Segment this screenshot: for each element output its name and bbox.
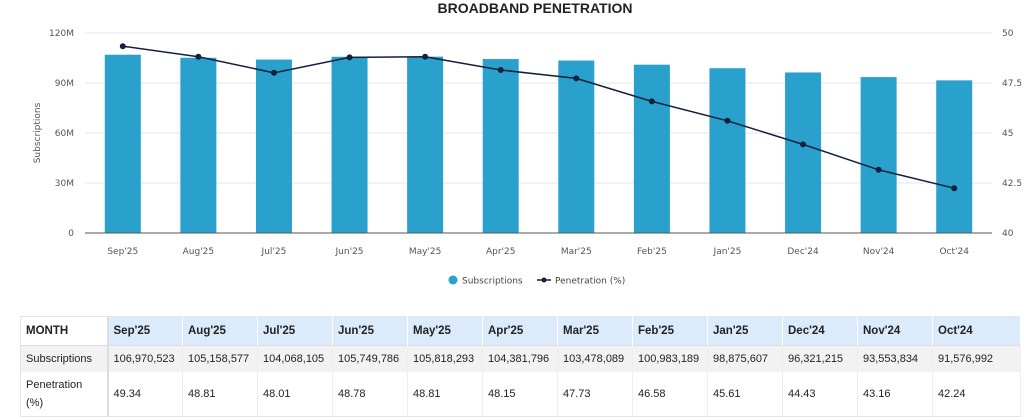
bar-subscriptions xyxy=(331,56,368,234)
point-penetration xyxy=(724,117,731,124)
x-tick-label: Nov'24 xyxy=(863,247,895,257)
subscriptions-cell: 96,321,215 xyxy=(782,345,858,372)
y2-tick-label: 42.5 xyxy=(1002,179,1022,189)
row-label-subscriptions: Subscriptions xyxy=(20,345,109,372)
line-penetration xyxy=(122,45,955,189)
point-penetration xyxy=(800,141,807,148)
bar-subscriptions xyxy=(180,57,217,234)
bar-subscriptions xyxy=(709,68,746,233)
bar-subscriptions xyxy=(633,64,670,233)
bar-subscriptions xyxy=(407,56,444,234)
subscriptions-cell: 98,875,607 xyxy=(707,345,783,372)
y-tick-label: 30M xyxy=(55,179,74,189)
x-tick-label: Dec'24 xyxy=(787,247,819,257)
y2-tick-label: 50 xyxy=(1002,29,1014,39)
x-tick-label: Apr'25 xyxy=(486,247,516,257)
point-penetration xyxy=(951,185,958,192)
bar-subscriptions xyxy=(936,80,973,234)
month-header-cell: Jul'25 xyxy=(257,316,333,346)
bar-subscriptions xyxy=(860,77,897,234)
x-tick-label: Jan'25 xyxy=(713,247,742,257)
x-tick-label: Aug'25 xyxy=(183,247,215,257)
penetration-cell: 48.81 xyxy=(407,372,483,417)
point-penetration xyxy=(573,75,580,82)
month-header-cell: Sep'25 xyxy=(107,316,183,346)
x-tick-label: May'25 xyxy=(409,247,442,257)
x-tick-label: Feb'25 xyxy=(637,247,667,257)
month-header: MONTH xyxy=(20,316,109,346)
month-header-cell: Apr'25 xyxy=(482,316,558,346)
y-tick-label: 0 xyxy=(68,229,74,239)
combo-chart: BROADBAND PENETRATION 0 40 30M 42.5 60M 45 90M… xyxy=(33,0,1022,287)
month-header-cell: Feb'25 xyxy=(632,316,708,346)
point-penetration xyxy=(422,53,429,60)
subscriptions-cell: 105,749,786 xyxy=(332,345,408,372)
x-tick-label: Sep'25 xyxy=(107,247,138,257)
penetration-cell: 43.16 xyxy=(857,372,933,417)
x-tick-label: Oct'24 xyxy=(939,247,969,257)
x-tick-label: Mar'25 xyxy=(561,247,592,257)
bar-subscriptions xyxy=(255,59,292,233)
penetration-cell: 49.34 xyxy=(107,372,183,417)
legend[interactable]: Subscriptions Penetration (%) xyxy=(448,275,626,287)
month-header-cell: Mar'25 xyxy=(557,316,633,346)
legend-subscriptions[interactable]: Subscriptions xyxy=(462,277,523,287)
month-header-cell: Nov'24 xyxy=(857,316,933,346)
month-header-cell: Jun'25 xyxy=(332,316,408,346)
penetration-cell: 47.73 xyxy=(557,372,633,417)
row-label-penetration: Penetration (%) xyxy=(20,372,109,417)
chart-title: BROADBAND PENETRATION xyxy=(438,0,633,16)
month-header-cell: Aug'25 xyxy=(182,316,258,346)
y2-tick-label: 47.5 xyxy=(1002,79,1022,89)
legend-penetration[interactable]: Penetration (%) xyxy=(555,277,625,287)
bar-subscriptions xyxy=(558,60,595,234)
point-penetration xyxy=(270,69,277,76)
y-tick-label: 120M xyxy=(49,29,74,39)
penetration-cell: 48.01 xyxy=(257,372,333,417)
subscriptions-cell: 105,818,293 xyxy=(407,345,483,372)
y2-tick-label: 45 xyxy=(1002,129,1013,139)
data-table: MONTH Sep'25 Aug'25 Jul'25 Jun'25 May'25 Apr'… xyxy=(20,316,1021,417)
month-header-cell: Oct'24 xyxy=(932,316,1021,346)
subscriptions-cell: 105,158,577 xyxy=(182,345,258,372)
penetration-cell: 44.43 xyxy=(782,372,858,417)
month-header-cell: May'25 xyxy=(407,316,483,346)
point-penetration xyxy=(648,98,655,105)
y2-tick-label: 40 xyxy=(1002,229,1014,239)
penetration-cell: 48.78 xyxy=(332,372,408,417)
point-penetration xyxy=(195,53,202,60)
subscriptions-cell: 106,970,523 xyxy=(107,345,183,372)
point-penetration xyxy=(346,54,353,61)
penetration-cell: 48.15 xyxy=(482,372,558,417)
point-penetration xyxy=(497,67,504,73)
subscriptions-cell: 91,576,992 xyxy=(932,345,1021,372)
x-tick-label: Jul'25 xyxy=(261,247,287,257)
month-header-cell: Dec'24 xyxy=(782,316,858,346)
x-tick-label: Jun'25 xyxy=(335,247,364,257)
point-penetration xyxy=(119,43,126,50)
penetration-cell: 46.58 xyxy=(632,372,708,417)
penetration-cell: 42.24 xyxy=(932,372,1021,417)
subscriptions-cell: 104,068,105 xyxy=(257,345,333,372)
legend-penetration-marker xyxy=(541,277,547,283)
subscriptions-cell: 103,478,089 xyxy=(557,345,633,372)
y-tick-label: 90M xyxy=(55,79,74,89)
y-tick-label: 60M xyxy=(55,129,74,139)
penetration-cell: 48.81 xyxy=(182,372,258,417)
subscriptions-cell: 100,983,189 xyxy=(632,345,708,372)
bar-subscriptions xyxy=(482,59,519,234)
point-penetration xyxy=(875,166,882,173)
bar-subscriptions xyxy=(104,54,141,234)
subscriptions-cell: 104,381,796 xyxy=(482,345,558,372)
legend-subscriptions-swatch xyxy=(448,275,458,285)
month-header-cell: Jan'25 xyxy=(707,316,783,346)
bar-subscriptions xyxy=(785,72,822,233)
y-axis-label: Subscriptions xyxy=(33,102,43,163)
penetration-cell: 45.61 xyxy=(707,372,783,417)
subscriptions-cell: 93,553,834 xyxy=(857,345,933,372)
